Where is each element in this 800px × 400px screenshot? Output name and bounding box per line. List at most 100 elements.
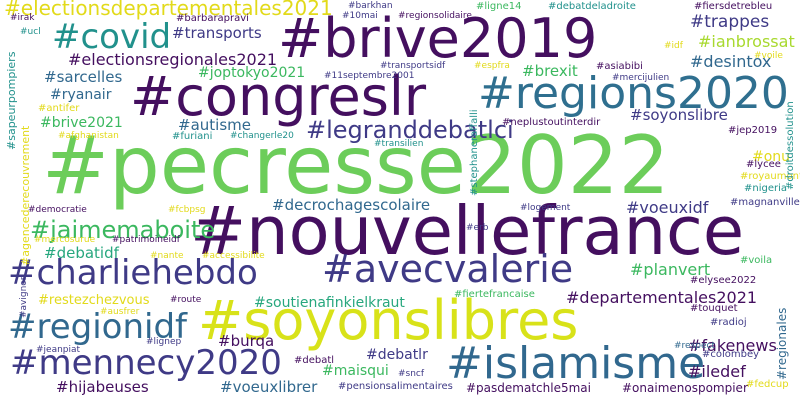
hashtag-soyonslibres[interactable]: #soyonslibres xyxy=(198,289,579,352)
hashtag-agencederecouvrement[interactable]: #agencederecouvrement xyxy=(19,125,32,266)
hashtag-voila[interactable]: #voila xyxy=(740,255,773,266)
hashtag-avecvalerie[interactable]: #avecvalerie xyxy=(322,247,574,291)
hashtag-changerle20[interactable]: #changerle20 xyxy=(230,131,294,141)
hashtag-debatdeladroite[interactable]: #debatdeladroite xyxy=(548,1,636,12)
hashtag-hijabeuses[interactable]: #hijabeuses xyxy=(56,378,149,396)
hashtag-erb[interactable]: #erb xyxy=(466,223,489,233)
hashtag-patrimoineidf[interactable]: #patrimoineidf xyxy=(112,235,180,245)
hashtag-droitdessolution[interactable]: #droitdessolution xyxy=(785,101,796,190)
hashtag-regionidf[interactable]: #regionidf xyxy=(8,307,188,347)
hashtag-nigeria[interactable]: #nigeria xyxy=(744,183,788,194)
hashtag-regionsolidaire[interactable]: #regionsolidaire xyxy=(398,11,472,21)
hashtag-regionales[interactable]: #regionales xyxy=(775,307,789,380)
hashtag-democratie[interactable]: #democratie xyxy=(28,205,87,215)
hashtag-lignep[interactable]: #lignep xyxy=(146,337,182,347)
hashtag-fiertefrancaise[interactable]: #fiertefrancaise xyxy=(454,289,535,300)
hashtag-regions2020[interactable]: #regions2020 xyxy=(478,68,789,119)
hashtag-ausfrer[interactable]: #ausfrer xyxy=(100,307,140,317)
hashtag-elysee2022[interactable]: #elysee2022 xyxy=(690,275,757,286)
hashtag-royaumont[interactable]: #royaumont xyxy=(740,171,800,182)
hashtag-voeuxlibrer[interactable]: #voeuxlibrer xyxy=(220,378,318,396)
hashtag-fedcup[interactable]: #fedcup xyxy=(746,379,789,390)
hashtag-jep2019[interactable]: #jep2019 xyxy=(728,125,778,136)
hashtag-brive2019[interactable]: #brive2019 xyxy=(278,7,598,70)
hashtag-route[interactable]: #route xyxy=(170,295,202,305)
hashtag-soutienafinkielkraut[interactable]: #soutienafinkielkraut xyxy=(254,295,405,311)
hashtag-ryanair[interactable]: #ryanair xyxy=(50,87,112,103)
hashtag-lycee[interactable]: #lycee xyxy=(746,159,781,170)
hashtag-nante[interactable]: #nante xyxy=(150,251,184,261)
hashtag-10mai[interactable]: #10mai xyxy=(342,11,378,21)
hashtag-touquet[interactable]: #touquet xyxy=(690,303,738,314)
hashtag-stephaneraffalli[interactable]: #stephaneraffalli xyxy=(469,109,480,196)
hashtag-joptokyo2021[interactable]: #joptokyo2021 xyxy=(198,65,306,81)
hashtag-desintox[interactable]: #desintox xyxy=(690,52,772,71)
hashtag-mercosurue[interactable]: #mercosurue xyxy=(34,235,96,245)
hashtag-avignon[interactable]: #avignon xyxy=(19,274,29,318)
hashtag-fiersdetrebleu[interactable]: #fiersdetrebleu xyxy=(694,1,773,12)
hashtag-transilien[interactable]: #transilien xyxy=(374,139,424,149)
hashtag-brive2021[interactable]: #brive2021 xyxy=(40,115,123,131)
hashtag-sapeurpompiers[interactable]: #sapeurpompiers xyxy=(5,51,18,150)
hashtag-respect[interactable]: #respect xyxy=(674,341,715,351)
hashtag-nouvellefrance[interactable]: #nouvellefrance xyxy=(190,192,745,270)
hashtag-transports[interactable]: #transports xyxy=(172,24,262,42)
hashtag-antifer[interactable]: #antifer xyxy=(38,103,80,114)
hashtag-11septembre2001[interactable]: #11septembre2001 xyxy=(324,71,415,81)
hashtag-idf[interactable]: #idf xyxy=(664,41,683,51)
hashtag-planvert[interactable]: #planvert xyxy=(630,260,711,279)
hashtag-afghanistan[interactable]: #afghanistan xyxy=(58,131,119,141)
hashtag-barkhan[interactable]: #barkhan xyxy=(348,1,393,11)
hashtag-iledef[interactable]: #iledef xyxy=(688,362,746,381)
hashtag-congreslr[interactable]: #congreslr xyxy=(130,65,427,128)
hashtag-espfra[interactable]: #espfra xyxy=(474,61,510,71)
hashtag-electionsdepartementales2021[interactable]: #electionsdepartementales2021 xyxy=(4,0,333,20)
hashtag-voile[interactable]: #voile xyxy=(754,51,783,61)
hashtag-barbarapravi[interactable]: #barbarapravi xyxy=(176,13,249,24)
hashtag-radioj[interactable]: #radioj xyxy=(710,317,747,328)
hashtag-maisqui[interactable]: #maisqui xyxy=(322,363,389,379)
hashtag-soyonslibre[interactable]: #soyonslibre xyxy=(630,106,728,124)
hashtag-voeuxidf[interactable]: #voeuxidf xyxy=(626,198,709,217)
hashtag-electionsregionales2021[interactable]: #electionsregionales2021 xyxy=(68,50,278,69)
hashtag-debatlr[interactable]: #debatlr xyxy=(366,347,428,363)
hashtag-covid[interactable]: #covid xyxy=(52,17,172,57)
hashtag-autisme[interactable]: #autisme xyxy=(178,116,251,134)
hashtag-debatidf[interactable]: #debatidf xyxy=(44,244,119,262)
hashtag-burqa[interactable]: #burqa xyxy=(218,332,275,350)
hashtag-magnanville[interactable]: #magnanville xyxy=(730,197,800,208)
hashtag-colombey[interactable]: #colombey xyxy=(702,349,760,360)
hashtag-onaimenospompier[interactable]: #onaimenospompier xyxy=(622,381,748,395)
hashtag-jaimemaboite[interactable]: #jaimemaboite xyxy=(30,216,216,244)
hashtag-departementales2021[interactable]: #departementales2021 xyxy=(566,288,758,307)
hashtag-logement[interactable]: #logement xyxy=(520,203,571,213)
hashtag-mennecy2020[interactable]: #mennecy2020 xyxy=(10,343,282,383)
hashtag-jeanpiat[interactable]: #jeanpiat xyxy=(36,345,81,355)
hashtag-accessibilite[interactable]: #accessibilite xyxy=(202,251,265,261)
hashtag-charliehebdo[interactable]: #charliehebdo xyxy=(8,253,258,293)
hashtag-legranddebatlci[interactable]: #legranddebatlci xyxy=(306,116,514,144)
hashtag-pensionsalimentaires[interactable]: #pensionsalimentaires xyxy=(338,381,453,392)
hashtag-pasdematchle5mai[interactable]: #pasdematchle5mai xyxy=(466,381,591,395)
hashtag-ianbrossat[interactable]: #ianbrossat xyxy=(698,32,795,51)
hashtag-trappes[interactable]: #trappes xyxy=(690,12,770,32)
hashtag-brexit[interactable]: #brexit xyxy=(522,62,578,80)
hashtag-onu[interactable]: #onu xyxy=(752,149,791,165)
hashtag-transportsidf[interactable]: #transportsidf xyxy=(380,61,446,71)
hashtag-islamisme[interactable]: #islamisme xyxy=(446,338,706,389)
hashtag-decrochagescolaire[interactable]: #decrochagescolaire xyxy=(272,196,431,214)
hashtag-fcbpsg[interactable]: #fcbpsg xyxy=(168,205,206,215)
hashtag-furiani[interactable]: #furiani xyxy=(172,131,213,142)
hashtag-neplustoutinterdir[interactable]: #neplustoutinterdir xyxy=(502,117,601,128)
hashtag-fakenews[interactable]: #fakenews xyxy=(688,336,777,355)
hashtag-sncf[interactable]: #sncf xyxy=(398,369,425,379)
hashtag-irak[interactable]: #irak xyxy=(10,13,35,23)
hashtag-debatl[interactable]: #debatl xyxy=(294,355,335,366)
hashtag-mercijulien[interactable]: #mercijulien xyxy=(612,73,670,83)
hashtag-sarcelles[interactable]: #sarcelles xyxy=(44,68,123,86)
hashtag-restezchezvous[interactable]: #restezchezvous xyxy=(38,293,150,308)
hashtag-pecresse2022[interactable]: #pecresse2022 xyxy=(42,119,670,212)
hashtag-ligne14[interactable]: #ligne14 xyxy=(476,1,522,12)
hashtag-asiabibi[interactable]: #asiabibi xyxy=(596,61,643,72)
hashtag-ucl[interactable]: #ucl xyxy=(20,27,41,37)
